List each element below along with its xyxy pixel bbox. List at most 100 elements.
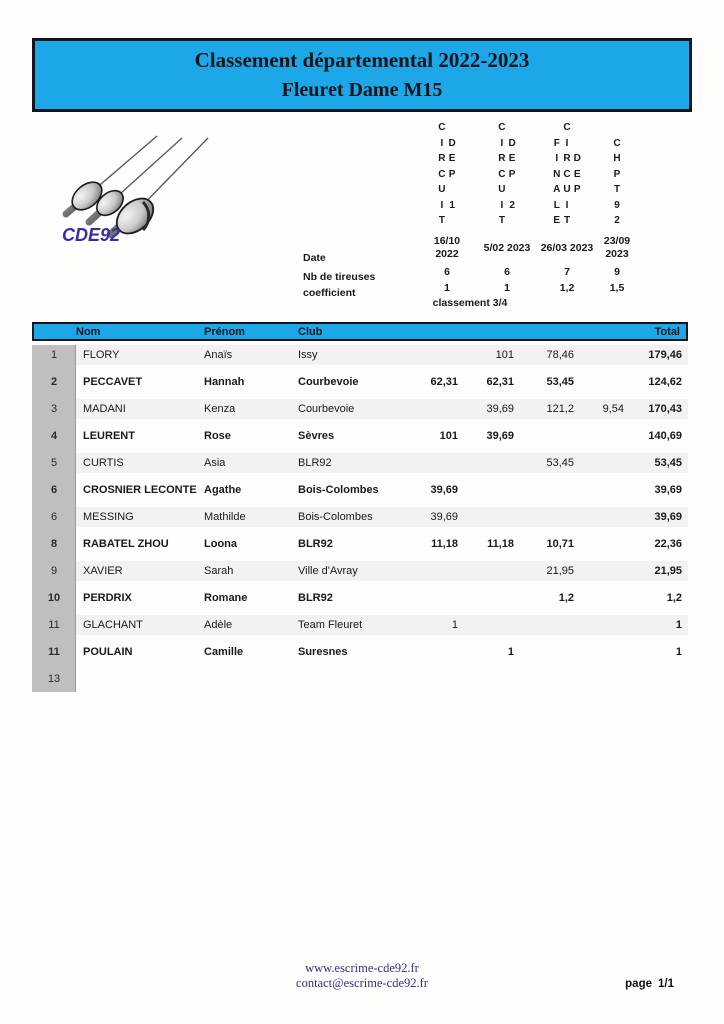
rank-cell: 1	[50, 349, 58, 361]
total-cell: 124,62	[648, 376, 682, 388]
page-subtitle: Fleuret Dame M15	[281, 79, 443, 102]
event-column: C I R C U I T D E P 2 5/02 2023 6 1	[482, 120, 532, 296]
event-nb-tireuses: 7	[564, 266, 570, 278]
event-date: 23/09 2023	[603, 235, 631, 260]
total-cell: 39,69	[654, 511, 682, 523]
ranking-table-body: 1 FLORY Anaïs Issy 101 78,46 179,46 2 PE…	[32, 345, 688, 696]
total-header: Total	[654, 325, 680, 338]
score-circuit-dep2: 1	[507, 646, 514, 658]
rank-cell: 8	[50, 538, 58, 550]
event-coefficient: 1	[444, 282, 450, 294]
nom-cell: XAVIER	[83, 565, 123, 577]
event-nb-tireuses: 9	[614, 266, 620, 278]
total-cell: 170,43	[648, 403, 682, 415]
vertical-letters: D E P 1	[448, 137, 456, 211]
rank-cell: 11	[48, 646, 60, 658]
event-nb-tireuses: 6	[444, 266, 450, 278]
cde92-logo: CDE92	[62, 135, 209, 245]
foil-guard-rim	[141, 200, 151, 232]
club-cell: Suresnes	[298, 646, 348, 658]
total-cell: 1	[675, 619, 682, 631]
table-row: 11 GLACHANT Adèle Team Fleuret 1 1	[32, 615, 688, 635]
score-chpt92: 9,54	[602, 403, 624, 415]
nom-cell: POULAIN	[83, 646, 133, 658]
club-cell: Sèvres	[298, 430, 335, 442]
page-number: page 1/1	[625, 978, 674, 990]
rank-cell: 4	[50, 430, 58, 442]
table-row: 9 XAVIER Sarah Ville d'Avray 21,95 21,95	[32, 561, 688, 581]
vertical-letters: C I R C U I T	[498, 122, 506, 226]
event-vertical-label: F I N A L E C I R C U I T D E P	[542, 120, 592, 232]
club-cell: BLR92	[298, 538, 333, 550]
rank-cell: 9	[50, 565, 58, 577]
club-cell: Bois-Colombes	[298, 511, 373, 523]
table-row: 5 CURTIS Asia BLR92 53,45 53,45	[32, 453, 688, 473]
prenom-cell: Camille	[204, 646, 244, 658]
event-date: 5/02 2023	[483, 241, 531, 254]
prenom-cell: Romane	[204, 592, 248, 604]
score-circuit-dep2: 62,31	[486, 376, 514, 388]
table-row: 4 LEURENT Rose Sèvres 101 39,69 140,69	[32, 426, 688, 446]
table-row: 13	[32, 669, 688, 689]
score-circuit-dep2: 11,18	[487, 538, 514, 550]
event-vertical-label: C I R C U I T D E P 2	[482, 120, 532, 232]
prenom-cell: Sarah	[204, 565, 234, 577]
rank-cell: 10	[47, 592, 61, 604]
table-row: 1 FLORY Anaïs Issy 101 78,46 179,46	[32, 345, 688, 365]
rank-cell: 6	[50, 511, 58, 523]
date-label: Date	[303, 252, 326, 264]
total-cell: 53,45	[654, 457, 682, 469]
total-cell: 39,69	[654, 484, 682, 496]
website-link[interactable]: www.escrime-cde92.fr	[305, 961, 419, 975]
total-cell: 22,36	[654, 538, 682, 550]
total-cell: 21,95	[654, 565, 682, 577]
page-title: Classement départemental 2022-2023	[194, 47, 530, 72]
tireuses-label: Nb de tireuses	[303, 271, 376, 283]
nom-cell: PERDRIX	[83, 592, 132, 604]
score-finale-circuit: 53,45	[546, 376, 574, 388]
score-circuit-dep2: 101	[495, 349, 514, 361]
nom-cell: FLORY	[83, 349, 120, 361]
nom-cell: LEURENT	[83, 430, 135, 442]
email-link[interactable]: contact@escrime-cde92.fr	[296, 976, 428, 990]
total-cell: 1	[675, 646, 682, 658]
event-coefficient: 1	[504, 282, 510, 294]
event-coefficient: 1,5	[609, 282, 625, 294]
nom-cell: PECCAVET	[83, 376, 143, 388]
prenom-cell: Agathe	[204, 484, 242, 496]
rank-cell: 11	[48, 619, 60, 631]
vertical-letters: C H P T 9 2	[613, 137, 621, 227]
score-circuit-dep2: 39,69	[486, 403, 514, 415]
nom-cell: MADANI	[83, 403, 126, 415]
table-row: 11 POULAIN Camille Suresnes 1 1	[32, 642, 688, 662]
classement-note: classement 3/4	[432, 297, 508, 309]
club-cell: Team Fleuret	[298, 619, 363, 631]
vertical-letters: C I R C U I T	[563, 122, 571, 226]
event-column: C H P T 9 2 23/09 2023 9 1,5	[592, 120, 642, 296]
score-finale-circuit: 53,45	[546, 457, 574, 469]
event-coefficient: 1,2	[559, 282, 575, 294]
vertical-letters: F I N A L E	[553, 137, 561, 227]
foil-guard	[71, 181, 103, 211]
coefficient-label: coefficient	[303, 287, 356, 299]
title-banner: Classement départemental 2022-2023 Fleur…	[32, 38, 692, 112]
club-cell: Issy	[298, 349, 318, 361]
event-date: 26/03 2023	[540, 241, 594, 254]
club-cell: Ville d'Avray	[298, 565, 358, 577]
vertical-letters: D E P 2	[508, 137, 516, 211]
event-columns: C I R C U I T D E P 1 16/10 2022 6 1 C I…	[418, 120, 642, 296]
total-cell: 179,46	[648, 349, 682, 361]
rank-cell: 6	[50, 484, 58, 496]
logo-text: CDE92	[62, 225, 120, 245]
total-cell: 140,69	[648, 430, 682, 442]
table-row: 3 MADANI Kenza Courbevoie 39,69 121,2 9,…	[32, 399, 688, 419]
prenom-cell: Mathilde	[204, 511, 246, 523]
score-circuit-dep1: 39,69	[430, 484, 458, 496]
event-nb-tireuses: 6	[504, 266, 510, 278]
table-row: 8 RABATEL ZHOU Loona BLR92 11,18 11,18 1…	[32, 534, 688, 554]
prenom-cell: Hannah	[204, 376, 245, 388]
score-circuit-dep1: 101	[439, 430, 458, 442]
vertical-letters: D E P	[573, 153, 581, 195]
rank-cell: 5	[50, 457, 58, 469]
